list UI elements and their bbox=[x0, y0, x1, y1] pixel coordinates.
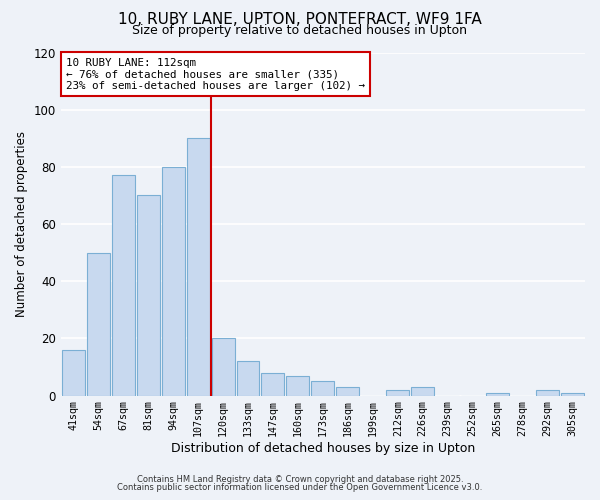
Text: Contains HM Land Registry data © Crown copyright and database right 2025.: Contains HM Land Registry data © Crown c… bbox=[137, 475, 463, 484]
Bar bbox=[112, 176, 134, 396]
Y-axis label: Number of detached properties: Number of detached properties bbox=[15, 131, 28, 317]
Bar bbox=[212, 338, 235, 396]
Bar bbox=[187, 138, 209, 396]
Bar bbox=[62, 350, 85, 396]
Bar bbox=[386, 390, 409, 396]
Text: Size of property relative to detached houses in Upton: Size of property relative to detached ho… bbox=[133, 24, 467, 37]
Bar bbox=[536, 390, 559, 396]
Text: 10, RUBY LANE, UPTON, PONTEFRACT, WF9 1FA: 10, RUBY LANE, UPTON, PONTEFRACT, WF9 1F… bbox=[118, 12, 482, 28]
X-axis label: Distribution of detached houses by size in Upton: Distribution of detached houses by size … bbox=[171, 442, 475, 455]
Text: Contains public sector information licensed under the Open Government Licence v3: Contains public sector information licen… bbox=[118, 484, 482, 492]
Bar bbox=[486, 392, 509, 396]
Text: 10 RUBY LANE: 112sqm
← 76% of detached houses are smaller (335)
23% of semi-deta: 10 RUBY LANE: 112sqm ← 76% of detached h… bbox=[66, 58, 365, 91]
Bar bbox=[161, 167, 185, 396]
Bar bbox=[286, 376, 310, 396]
Bar bbox=[311, 382, 334, 396]
Bar bbox=[137, 196, 160, 396]
Bar bbox=[561, 392, 584, 396]
Bar bbox=[87, 252, 110, 396]
Bar bbox=[411, 387, 434, 396]
Bar bbox=[337, 387, 359, 396]
Bar bbox=[262, 372, 284, 396]
Bar bbox=[236, 362, 259, 396]
